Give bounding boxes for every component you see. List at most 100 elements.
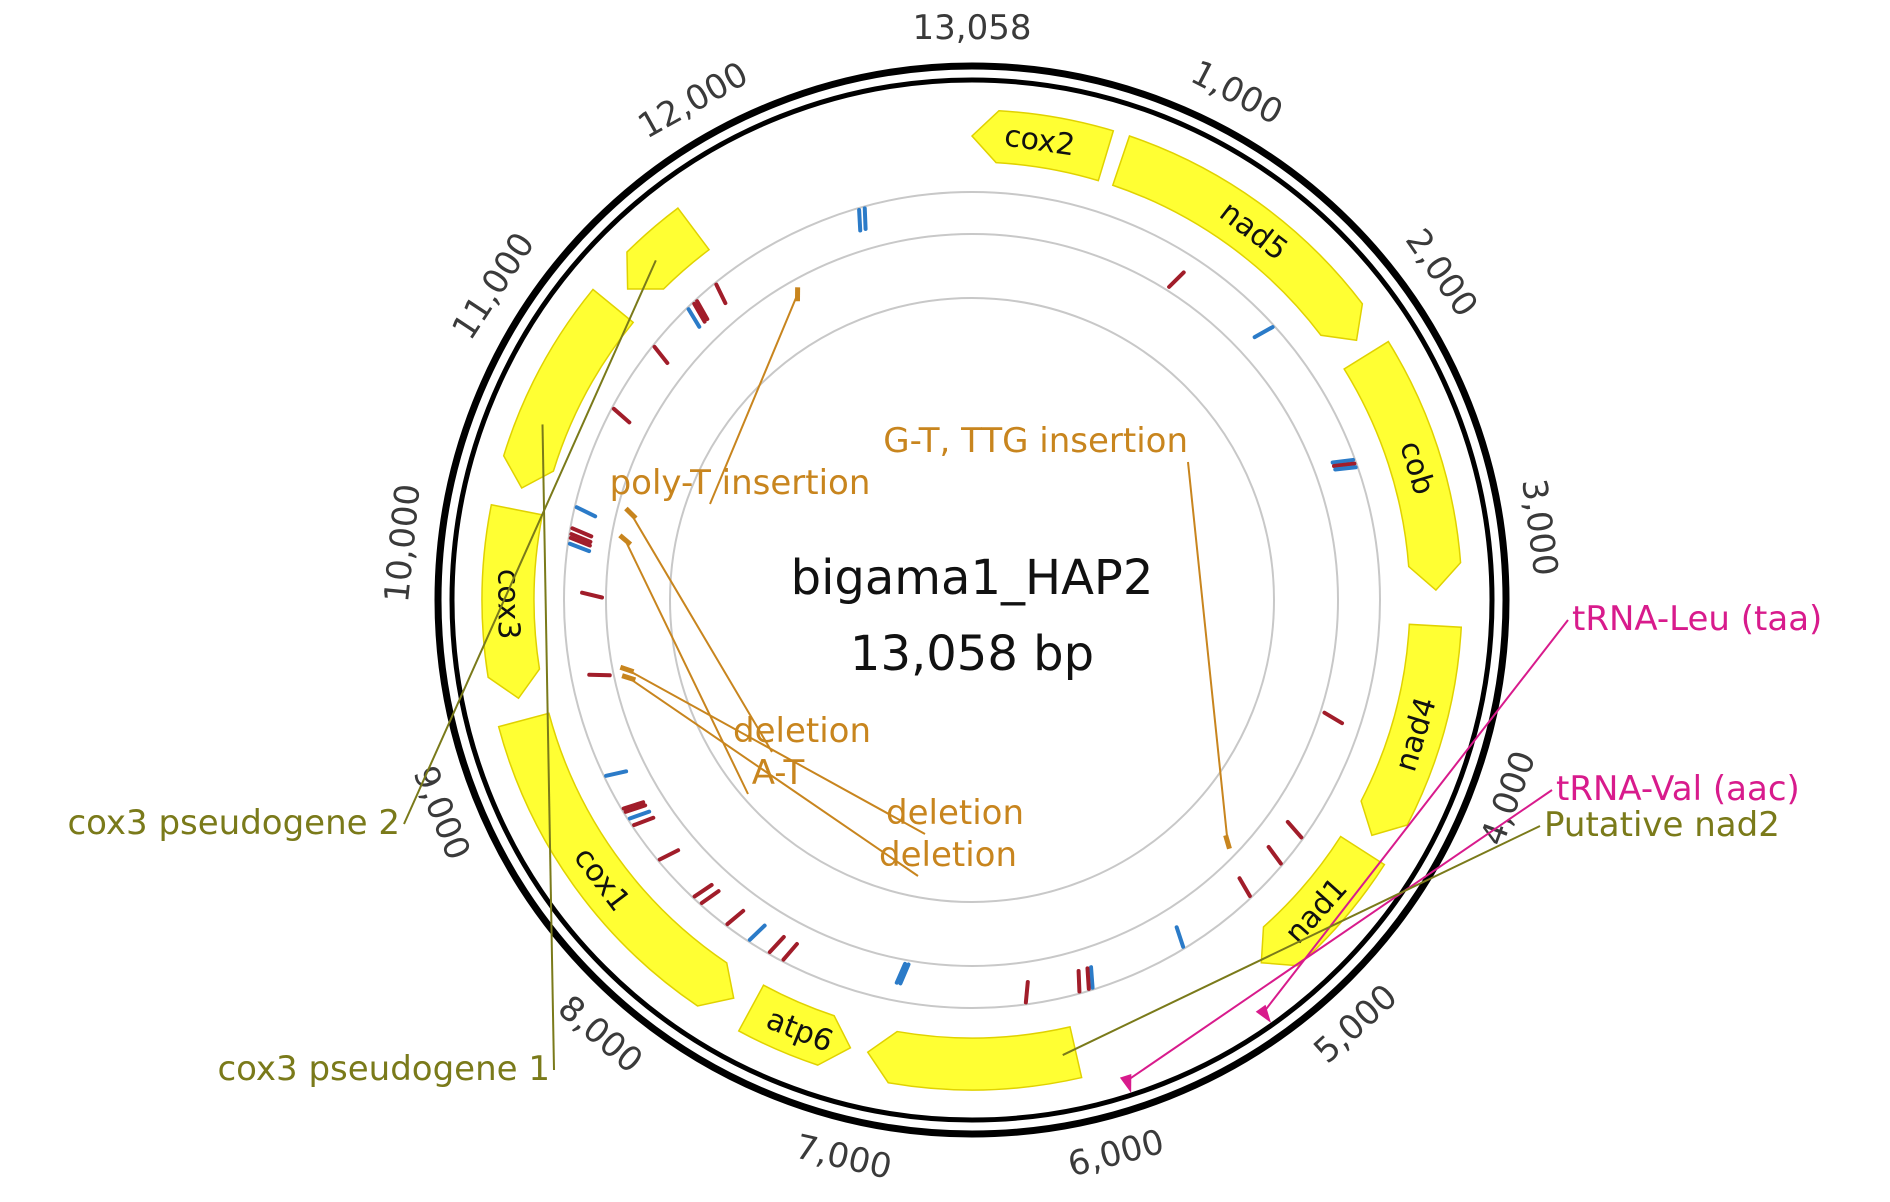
variant-leader — [624, 539, 749, 795]
snp-mark — [627, 809, 652, 821]
variant-leader — [709, 293, 799, 505]
snp-mark — [1076, 968, 1082, 994]
variant-mark — [618, 533, 633, 547]
tick-label: 1,000 — [1184, 53, 1289, 134]
snp-mark — [652, 344, 670, 365]
tick-label: 12,000 — [632, 54, 755, 147]
gene-arrow — [626, 207, 711, 290]
snp-mark — [692, 882, 714, 899]
snp-mark — [1285, 819, 1304, 840]
tick-label: 10,000 — [377, 482, 429, 604]
snp-mark — [567, 541, 592, 554]
gene-arrow — [502, 288, 635, 490]
snp-mark — [1089, 965, 1095, 990]
snp-mark — [621, 800, 646, 811]
snp-mark — [1333, 465, 1358, 472]
snp-mark — [1331, 461, 1357, 468]
gene-arrow — [1343, 340, 1462, 592]
variant-label: poly-T insertion — [610, 463, 871, 503]
snp-mark — [692, 301, 707, 324]
snp-mark — [699, 889, 721, 906]
variant-leader — [626, 668, 926, 835]
feature-label: cox3 pseudogene 2 — [67, 803, 400, 843]
track-ring-3 — [669, 297, 1275, 903]
snp-mark — [1266, 844, 1283, 866]
gene-arrow — [737, 984, 852, 1066]
snp-mark — [1330, 457, 1356, 465]
snp-mark — [714, 282, 728, 306]
variant-leader — [1187, 461, 1229, 843]
tick-label: 13,058 — [913, 8, 1032, 48]
gene-arrow — [1260, 835, 1386, 967]
gene-arrow — [970, 109, 1115, 182]
tick-label: 8,000 — [550, 988, 650, 1082]
snp-mark — [686, 307, 702, 329]
snp-mark — [569, 532, 593, 544]
feature-leader — [541, 424, 555, 1071]
feature-leader — [1262, 619, 1569, 1013]
gene-arrow — [1111, 135, 1364, 342]
variant-annotations: G-T, TTG insertion poly-T insertion deleti… — [610, 287, 1232, 877]
snp-mark — [1237, 876, 1252, 899]
backbone-rings — [434, 62, 1510, 1138]
snp-mark — [604, 769, 629, 778]
feature-annotations: tRNA-Leu (taa) tRNA-Val (aac)Putative nad… — [67, 259, 1822, 1093]
snp-mark — [781, 941, 799, 962]
map-title: bigama1_HAP2 — [791, 550, 1154, 606]
tick-label: 7,000 — [792, 1127, 896, 1188]
trna-mark — [1119, 1073, 1132, 1093]
variant-mark — [624, 506, 638, 521]
variant-label: A-T — [752, 753, 805, 793]
snp-mark — [1167, 270, 1186, 289]
variant-leader — [628, 677, 919, 877]
snp-mark — [894, 961, 907, 985]
trna-label: tRNA-Val (aac) — [1556, 769, 1800, 809]
variant-label: deletion — [886, 793, 1024, 833]
snp-mark — [1085, 966, 1091, 991]
trna-label: tRNA-Leu (taa) — [1572, 599, 1822, 639]
gene-arrow — [481, 503, 544, 700]
snp-mark — [725, 908, 746, 927]
variant-label: deletion — [733, 711, 871, 751]
gene-arrow — [866, 1025, 1083, 1091]
feature-leader — [403, 259, 657, 825]
snp-mark — [623, 803, 648, 814]
snp-mark — [574, 505, 598, 519]
snp-mark — [1322, 710, 1345, 726]
snp-mark — [632, 815, 656, 828]
snp-mark — [1252, 325, 1275, 340]
inner-ring — [449, 77, 1495, 1123]
map-length: 13,058 bp — [850, 626, 1094, 682]
feature-leader — [1126, 789, 1553, 1082]
tick-label: 3,000 — [1513, 477, 1565, 579]
variant-label: deletion — [879, 835, 1017, 875]
snp-mark — [857, 208, 863, 233]
gene-arrow — [1360, 623, 1463, 837]
feature-label: cox3 pseudogene 1 — [217, 1049, 550, 1089]
tick-label: 6,000 — [1064, 1122, 1168, 1185]
tick-label: 2,000 — [1397, 222, 1485, 325]
snp-mark — [570, 526, 594, 539]
trna-mark — [1255, 1004, 1272, 1023]
snp-mark — [587, 672, 612, 678]
snp-mark — [568, 535, 592, 548]
track-ring-2 — [605, 233, 1339, 967]
snp-mark — [657, 848, 681, 862]
feature-leader — [1062, 825, 1541, 1056]
outer-ring — [434, 62, 1510, 1138]
snp-mark — [898, 962, 911, 986]
variant-leader — [629, 512, 773, 753]
snp-mark — [1174, 925, 1186, 949]
snp-track — [567, 206, 1358, 1005]
variant-label: G-T, TTG insertion — [883, 421, 1188, 461]
snp-mark — [611, 406, 632, 425]
track-ring-1 — [563, 191, 1381, 1009]
feature-label: Putative nad2 — [1544, 805, 1780, 845]
gene-arrow — [497, 712, 735, 1007]
snp-mark — [1023, 979, 1030, 1005]
snp-mark — [747, 923, 767, 942]
snp-mark — [767, 935, 786, 955]
snp-mark — [862, 206, 868, 231]
